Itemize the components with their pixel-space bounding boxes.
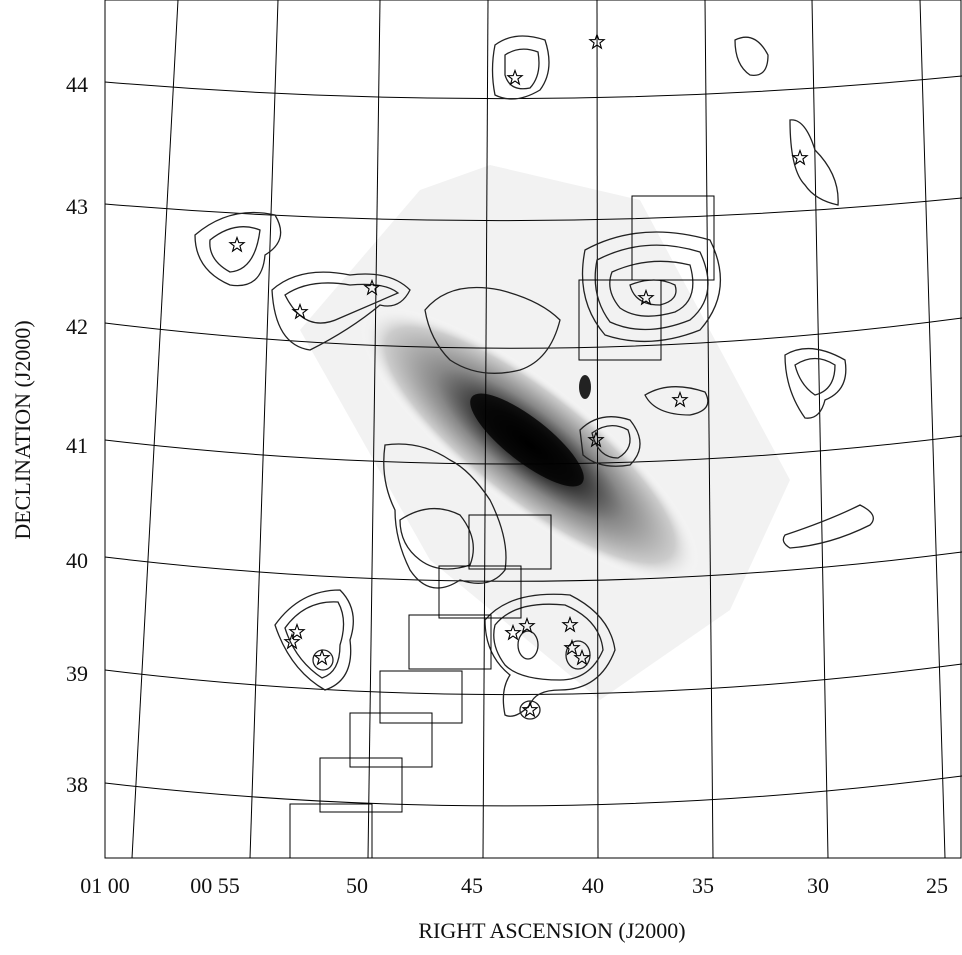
survey-fields (289, 195, 715, 858)
y-tick-label: 43 (66, 194, 88, 219)
star-marker (518, 616, 536, 634)
image-area (105, 0, 962, 858)
star-marker (637, 288, 655, 306)
star-marker (671, 390, 689, 408)
star-marker (587, 430, 605, 448)
x-tick-label: 35 (692, 873, 714, 898)
star-marker (228, 235, 246, 253)
x-tick-label: 40 (582, 873, 604, 898)
y-tick-label: 39 (66, 661, 88, 686)
x-axis-title: RIGHT ASCENSION (J2000) (418, 918, 685, 943)
y-axis-title: DECLINATION (J2000) (10, 320, 35, 539)
star-marker (561, 615, 579, 633)
star-marker (791, 148, 809, 166)
x-tick-label: 50 (346, 873, 368, 898)
star-marker (283, 632, 301, 650)
satellite-galaxy (579, 375, 591, 399)
x-tick-label: 00 55 (190, 873, 240, 898)
star-marker (573, 648, 591, 666)
star-marker (588, 32, 606, 50)
star-marker (291, 302, 309, 320)
x-tick-label: 45 (461, 873, 483, 898)
stars (228, 32, 809, 718)
star-marker (363, 278, 381, 296)
x-tick-label: 25 (926, 873, 948, 898)
coordinate-grid (105, 0, 962, 858)
star-marker (288, 622, 306, 640)
y-tick-label: 42 (66, 314, 88, 339)
star-marker (521, 700, 539, 718)
star-marker (504, 623, 522, 641)
x-tick-label: 30 (807, 873, 829, 898)
star-marker (563, 638, 581, 656)
x-tick-label: 01 00 (80, 873, 130, 898)
y-tick-label: 40 (66, 548, 88, 573)
frame (104, 0, 962, 859)
galaxy-core (470, 393, 584, 487)
y-tick-label: 38 (66, 772, 88, 797)
y-tick-label: 44 (66, 72, 88, 97)
axis-labels: 01 00 00 55 50 45 40 35 30 25 44 43 42 41 40 39 38 (66, 72, 948, 898)
star-marker (313, 648, 331, 666)
contours (194, 35, 874, 720)
star-marker (506, 68, 524, 86)
y-tick-label: 41 (66, 433, 88, 458)
